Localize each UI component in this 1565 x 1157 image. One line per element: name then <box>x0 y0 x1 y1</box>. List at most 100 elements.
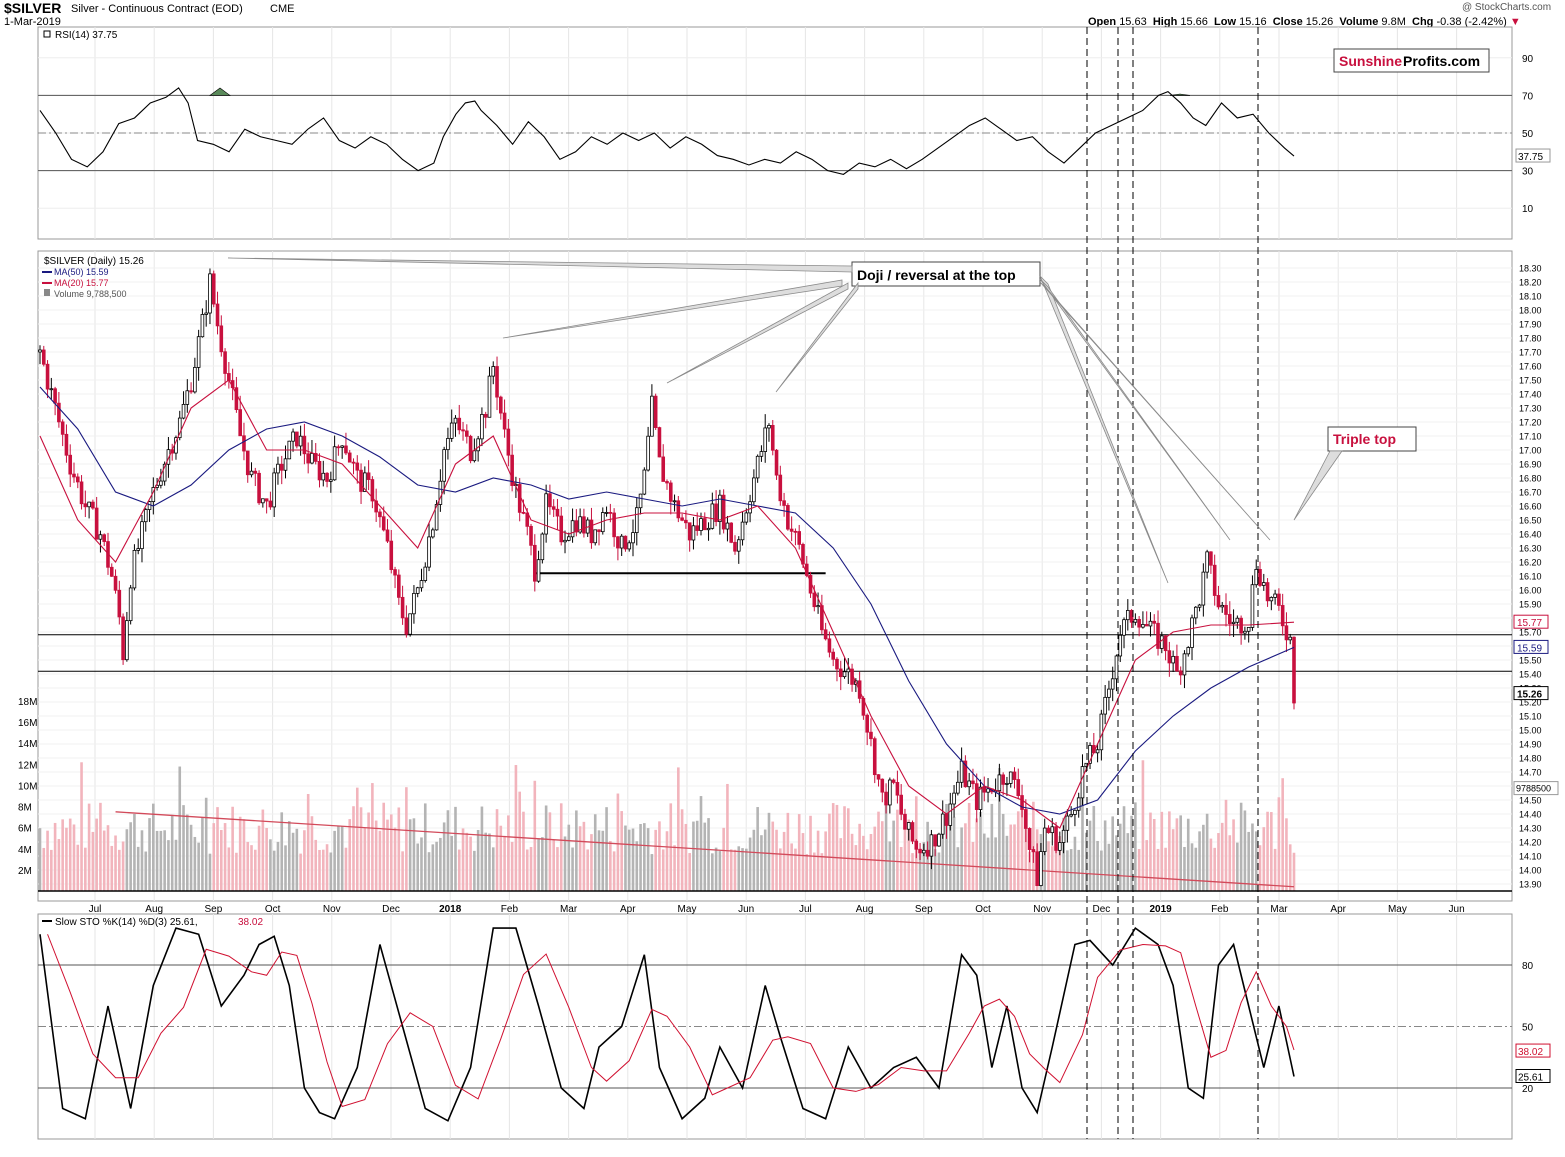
candle-body <box>1107 688 1111 698</box>
volume-bar <box>95 818 98 891</box>
candle-body <box>517 484 522 513</box>
candle-body <box>193 367 197 393</box>
volume-bar <box>495 809 499 891</box>
volume-bar <box>1190 843 1194 891</box>
candle-body <box>1224 604 1228 615</box>
volume-bar <box>899 846 903 891</box>
volume-bar <box>865 849 869 891</box>
sto-tick-label: 80 <box>1522 961 1534 972</box>
volume-bar <box>801 833 805 891</box>
candle-body <box>891 779 896 783</box>
volume-bar <box>99 802 102 891</box>
volume-bar <box>442 822 446 891</box>
volume-bar <box>529 846 533 891</box>
volume-bar <box>1217 833 1220 891</box>
volume-bar <box>507 815 510 891</box>
volume-bar <box>1111 816 1114 891</box>
volume-bar <box>843 806 846 891</box>
volume-bar <box>918 853 922 891</box>
sto-tick-label: 50 <box>1522 1023 1534 1034</box>
candle-body <box>91 501 95 509</box>
price-tick-label: 15.90 <box>1519 600 1542 610</box>
candle-body <box>1035 851 1039 886</box>
candle-body <box>438 480 443 505</box>
candle-body <box>317 460 322 481</box>
volume-bar <box>869 833 873 891</box>
candle-body <box>714 503 718 522</box>
candle-body <box>906 822 911 830</box>
volume-bar <box>616 793 620 891</box>
candle-body <box>64 433 69 456</box>
volume-bar <box>280 812 284 891</box>
candle-body <box>736 539 741 552</box>
volume-bar <box>484 832 487 891</box>
doji-callout-pointer <box>227 257 853 273</box>
sto-last-tag <box>1515 1043 1551 1058</box>
volume-bar <box>287 821 291 891</box>
candle-body <box>389 540 394 571</box>
candle-body <box>340 445 344 448</box>
volume-bar <box>850 833 854 891</box>
sto-d-line <box>47 934 1295 1108</box>
x-tick-label: Feb <box>1211 904 1229 915</box>
rsi-overbought-shade <box>1169 93 1191 96</box>
candle-body <box>1205 551 1209 573</box>
volume-bar <box>1073 836 1077 891</box>
volume-bar <box>797 814 801 891</box>
candle-body <box>1046 827 1051 834</box>
price-last-tag <box>1513 639 1549 654</box>
rsi-legend-label: RSI(14) 37.75 <box>55 30 118 41</box>
volume-bar <box>794 848 797 891</box>
candle-body <box>121 616 125 661</box>
candle-body <box>412 592 416 615</box>
volume-bar <box>1016 811 1020 891</box>
volume-bar <box>556 847 559 891</box>
candle-body <box>1114 655 1119 680</box>
price-tick-label: 16.00 <box>1519 586 1542 596</box>
volume-bar <box>911 853 914 891</box>
volume-bar <box>688 853 691 891</box>
sto-k-line <box>39 926 1295 1122</box>
candle-body <box>748 501 752 514</box>
volume-bar <box>212 823 216 891</box>
volume-bar <box>114 835 117 891</box>
volume-bar <box>57 839 61 891</box>
candle-body <box>1273 593 1277 598</box>
candle-body <box>559 515 564 543</box>
volume-bar <box>578 826 582 891</box>
candle-body <box>1186 647 1191 655</box>
volume-bar <box>756 807 759 891</box>
volume-bar <box>711 853 714 891</box>
volume-bar <box>265 827 268 891</box>
price-last-value: 15.26 <box>1517 690 1542 701</box>
candle-body <box>476 438 480 452</box>
price-tick-label: 14.80 <box>1519 754 1542 764</box>
candle-body <box>521 511 526 514</box>
volume-bar <box>204 797 208 891</box>
candle-body <box>1042 827 1047 852</box>
price-tick-label: 18.30 <box>1519 264 1542 274</box>
volume-bar <box>1202 824 1205 891</box>
volume-bar <box>65 827 68 891</box>
candle-body <box>978 786 983 810</box>
candle-body <box>1110 678 1115 690</box>
candle-body <box>925 849 930 857</box>
candle-body <box>132 549 137 589</box>
volume-bar <box>1054 839 1058 891</box>
candle-body <box>502 412 507 430</box>
candle-body <box>721 494 726 530</box>
candle-body <box>1220 604 1225 608</box>
volume-bar <box>1047 841 1050 891</box>
volume-bar <box>1247 831 1250 891</box>
doji-callout-pointer <box>666 282 849 384</box>
volume-bar <box>1126 833 1130 891</box>
volume-bar <box>480 806 484 891</box>
volume-bar <box>129 822 132 891</box>
candle-body <box>1277 593 1281 606</box>
price-candles <box>38 268 1296 887</box>
volume-bar <box>1266 811 1269 891</box>
volume-bar <box>189 824 193 891</box>
candle-body <box>1265 582 1270 602</box>
volume-bar <box>393 827 397 891</box>
candle-body <box>162 463 167 482</box>
